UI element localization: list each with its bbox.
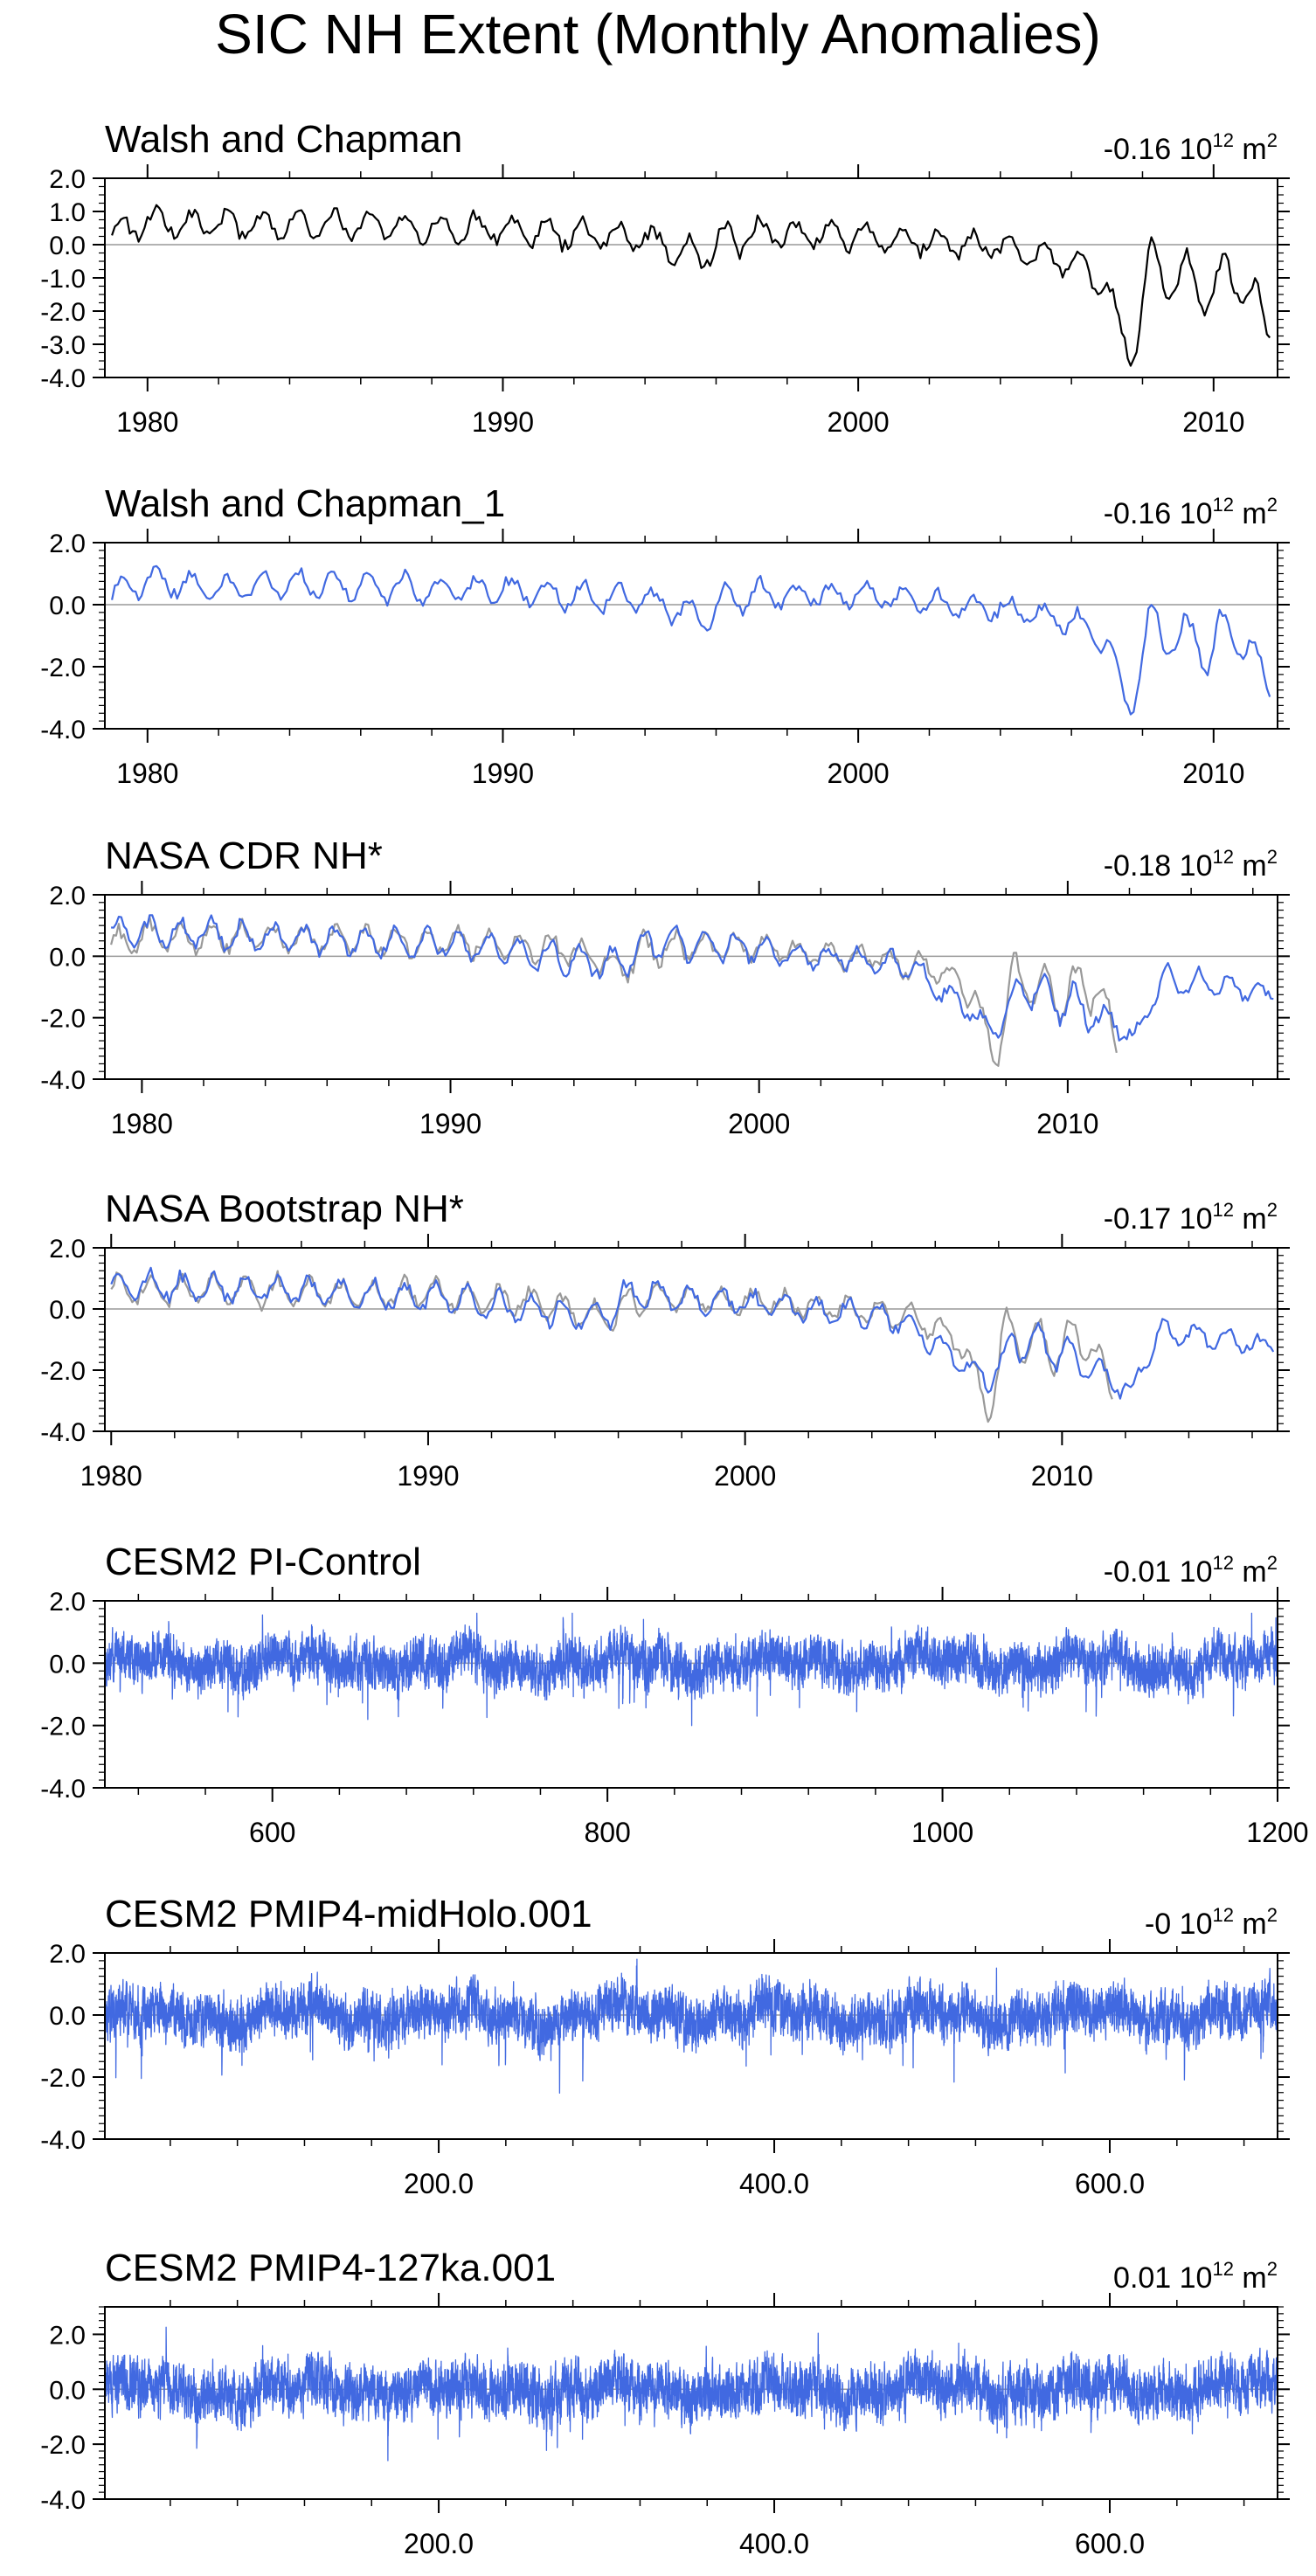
panel-mean-label: -0 1012 m2: [1145, 1904, 1278, 1941]
y-tick-label: -4.0: [40, 1418, 86, 1447]
y-tick-label: 2.0: [49, 1235, 86, 1264]
y-tick-label: 2.0: [49, 2321, 86, 2350]
series-line-1: [105, 1958, 1278, 2095]
x-tick-label: 200.0: [404, 2528, 474, 2559]
series-line-1: [110, 915, 1118, 1067]
x-tick-label: 1990: [472, 758, 534, 789]
y-tick-label: -2.0: [40, 2064, 86, 2093]
panel-title: Walsh and Chapman_1: [105, 482, 505, 525]
y-tick-label: 0.0: [49, 943, 86, 972]
y-tick-label: 2.0: [49, 1940, 86, 1969]
y-tick-label: -2.0: [40, 1005, 86, 1034]
plot-frame: [104, 542, 1278, 730]
y-tick-label: -2.0: [40, 1357, 86, 1386]
x-tick-label: 2010: [1182, 758, 1244, 789]
chart-panel-5: CESM2 PI-Control -0.01 1012 m2 600 800 1000 1…: [40, 1541, 1308, 1848]
x-tick-label: 2000: [828, 758, 890, 789]
x-tick-label: 1980: [111, 1108, 173, 1139]
x-tick-label: 1200: [1246, 1817, 1308, 1848]
y-tick-label: 2.0: [49, 1588, 86, 1617]
y-tick-label: 0.0: [49, 2002, 86, 2031]
panel-title: CESM2 PMIP4-127ka.001: [105, 2247, 556, 2289]
x-tick-label: 200.0: [404, 2168, 474, 2199]
panel-mean-label: -0.16 1012 m2: [1104, 494, 1278, 530]
series-line-1: [111, 564, 1271, 716]
y-tick-label: 2.0: [49, 882, 86, 911]
x-tick-label: 400.0: [739, 2528, 809, 2559]
y-tick-label: -4.0: [40, 1066, 86, 1095]
x-tick-label: 600.0: [1075, 2168, 1145, 2199]
chart-panel-6: CESM2 PMIP4-midHolo.001 -0 1012 m2 200.0 40…: [40, 1893, 1290, 2199]
y-tick-label: 0.0: [49, 2376, 86, 2405]
plot-frame: [104, 177, 1278, 378]
panel-title: Walsh and Chapman: [105, 118, 462, 161]
series-line-2: [110, 1266, 1275, 1400]
panel-title: CESM2 PMIP4-midHolo.001: [105, 1893, 592, 1935]
y-tick-label: -4.0: [40, 364, 86, 393]
chart-panel-3: NASA CDR NH* -0.18 1012 m2 1980 1990 2000 201…: [40, 834, 1290, 1139]
y-tick-label: 0.0: [49, 1650, 86, 1679]
y-tick-label: -3.0: [40, 331, 86, 360]
x-tick-label: 2000: [714, 1460, 776, 1492]
panel-title: CESM2 PI-Control: [105, 1541, 421, 1583]
x-tick-label: 1990: [419, 1108, 481, 1139]
chart-panel-4: NASA Bootstrap NH* -0.17 1012 m2 1980 1990 2…: [40, 1188, 1290, 1492]
series-line-1: [105, 1612, 1278, 1727]
plot-frame: [104, 1247, 1278, 1432]
panel-title: NASA Bootstrap NH*: [105, 1188, 464, 1230]
x-tick-label: 1980: [116, 758, 178, 789]
x-tick-label: 1980: [80, 1460, 142, 1492]
panel-title: NASA CDR NH*: [105, 834, 383, 877]
page-title: SIC NH Extent (Monthly Anomalies): [215, 3, 1101, 66]
y-tick-label: -4.0: [40, 2486, 86, 2515]
x-tick-label: 2000: [828, 406, 890, 438]
y-tick-label: -1.0: [40, 265, 86, 294]
series-line-1: [110, 1270, 1113, 1423]
y-tick-label: -4.0: [40, 2126, 86, 2155]
y-tick-label: -4.0: [40, 1775, 86, 1804]
y-tick-label: -2.0: [40, 654, 86, 682]
x-tick-label: 2000: [728, 1108, 790, 1139]
series-line-1: [111, 204, 1271, 367]
x-tick-label: 1980: [116, 406, 178, 438]
x-tick-label: 1990: [472, 406, 534, 438]
x-tick-label: 2010: [1031, 1460, 1093, 1492]
x-tick-label: 400.0: [739, 2168, 809, 2199]
panel-mean-label: -0.18 1012 m2: [1104, 846, 1278, 883]
panel-mean-label: 0.01 1012 m2: [1113, 2258, 1278, 2295]
panel-mean-label: -0.16 1012 m2: [1104, 129, 1278, 166]
y-tick-label: -2.0: [40, 2431, 86, 2460]
y-tick-label: 1.0: [49, 198, 86, 227]
y-tick-label: 2.0: [49, 165, 86, 194]
y-tick-label: -2.0: [40, 298, 86, 327]
x-tick-label: 2010: [1036, 1108, 1098, 1139]
x-tick-label: 2010: [1182, 406, 1244, 438]
x-tick-label: 800: [584, 1817, 630, 1848]
panel-mean-label: -0.17 1012 m2: [1104, 1199, 1278, 1236]
series-line-1: [105, 2326, 1278, 2462]
y-tick-label: 0.0: [49, 1296, 86, 1325]
y-tick-label: 0.0: [49, 592, 86, 620]
x-tick-label: 600: [249, 1817, 295, 1848]
x-tick-label: 600.0: [1075, 2528, 1145, 2559]
x-tick-label: 1000: [911, 1817, 973, 1848]
chart-panel-2: Walsh and Chapman_1 -0.16 1012 m2 1980 1990…: [40, 482, 1290, 789]
panel-mean-label: -0.01 1012 m2: [1104, 1552, 1278, 1589]
y-tick-label: -4.0: [40, 716, 86, 744]
chart-panel-7: CESM2 PMIP4-127ka.001 0.01 1012 m2 200.0 40…: [40, 2247, 1290, 2559]
y-tick-label: 0.0: [49, 232, 86, 260]
y-tick-label: -2.0: [40, 1713, 86, 1742]
plot-frame: [104, 894, 1278, 1080]
series-line-2: [110, 914, 1274, 1042]
y-tick-label: 2.0: [49, 530, 86, 558]
chart-panel-1: Walsh and Chapman -0.16 1012 m2 1980 1990 20…: [40, 118, 1290, 438]
x-tick-label: 1990: [397, 1460, 459, 1492]
